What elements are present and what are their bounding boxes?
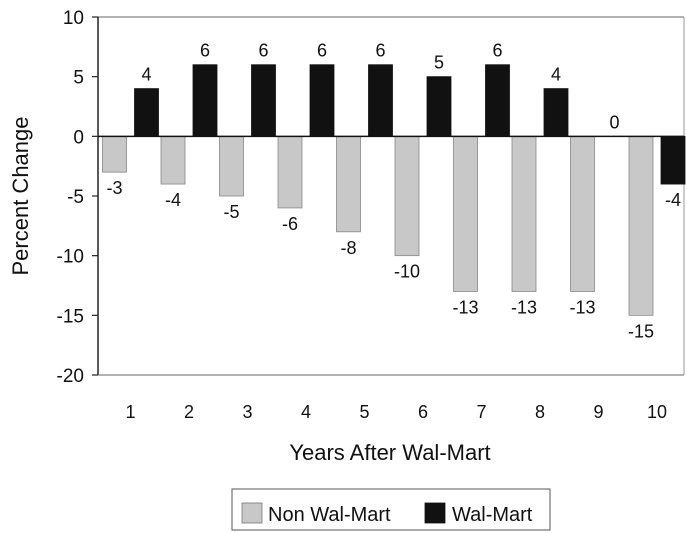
data-label: 6 xyxy=(317,41,327,61)
data-label: 5 xyxy=(434,53,444,73)
bar-wal-mart xyxy=(251,64,276,137)
x-tick-label: 6 xyxy=(418,402,428,422)
x-tick-label: 2 xyxy=(184,402,194,422)
legend-label-non-wal-mart: Non Wal-Mart xyxy=(268,504,391,526)
bar-wal-mart xyxy=(543,88,569,137)
legend-label-wal-mart: Wal-Mart xyxy=(452,504,533,526)
y-tick-label: -20 xyxy=(57,366,84,387)
bar-non-wal-mart xyxy=(394,135,420,257)
x-tick-label: 8 xyxy=(535,402,545,422)
data-label: -4 xyxy=(665,190,681,210)
bar-wal-mart xyxy=(192,64,218,137)
data-label: -8 xyxy=(340,238,356,258)
x-tick-label: 4 xyxy=(301,402,311,422)
bar-wal-mart xyxy=(426,76,452,137)
data-label: -15 xyxy=(628,321,654,341)
legend-swatch-non-wal-mart xyxy=(241,502,263,524)
y-tick-label: -5 xyxy=(67,187,84,208)
y-tick-label: 0 xyxy=(73,127,84,148)
data-label: -13 xyxy=(452,297,478,317)
data-label: -4 xyxy=(165,190,181,210)
data-label: 6 xyxy=(200,41,210,61)
x-tick-labels: 1 2 3 4 5 6 7 8 9 10 xyxy=(125,402,667,422)
data-label: 6 xyxy=(492,41,502,61)
data-label: -13 xyxy=(511,297,537,317)
data-label: 4 xyxy=(551,65,561,85)
plot-area: 10 5 0 -5 -10 -15 -20 1 2 3 4 5 6 7 8 9 10 -3 4 -4 6 -5 6 -6 6… xyxy=(57,8,686,422)
bar-non-wal-mart xyxy=(336,135,361,233)
y-tick-label: 10 xyxy=(63,8,84,29)
data-label: 6 xyxy=(258,41,268,61)
x-tick-label: 1 xyxy=(125,402,135,422)
bar-non-wal-mart xyxy=(277,135,303,209)
bar-wal-mart xyxy=(368,64,393,137)
data-label: -6 xyxy=(282,214,298,234)
y-tick-label: -10 xyxy=(57,247,84,268)
y-tick-label: 5 xyxy=(73,68,84,89)
data-label: -3 xyxy=(106,178,122,198)
bar-wal-mart xyxy=(309,64,335,137)
bar-wal-mart xyxy=(660,135,686,185)
data-label: -10 xyxy=(394,262,420,282)
legend-swatch-wal-mart xyxy=(424,502,446,524)
data-label: 6 xyxy=(375,41,385,61)
data-label: -5 xyxy=(223,202,239,222)
bars-group xyxy=(102,64,686,316)
y-axis-title: Percent Change xyxy=(8,117,33,276)
legend-frame xyxy=(231,488,551,531)
bar-non-wal-mart xyxy=(102,135,127,173)
bar-non-wal-mart xyxy=(511,135,537,292)
x-tick-label: 9 xyxy=(593,402,603,422)
x-axis-title: Years After Wal-Mart xyxy=(289,440,490,465)
x-tick-label: 5 xyxy=(359,402,369,422)
data-label: 0 xyxy=(609,112,619,132)
x-tick-label: 3 xyxy=(242,402,252,422)
bar-non-wal-mart xyxy=(453,135,478,292)
bar-non-wal-mart xyxy=(570,135,595,292)
y-tick-labels: 10 5 0 -5 -10 -15 -20 xyxy=(57,8,98,387)
legend: Non Wal-Mart Wal-Mart xyxy=(231,488,551,531)
data-labels: -3 4 -4 6 -5 6 -6 6 -8 6 -10 5 -13 6 -13 4 -13 0 -15 -4 xyxy=(106,41,681,342)
x-tick-label: 10 xyxy=(647,402,667,422)
x-tick-label: 7 xyxy=(476,402,486,422)
y-tick-label: -15 xyxy=(57,306,84,327)
bar-non-wal-mart xyxy=(219,135,244,197)
bar-non-wal-mart xyxy=(628,135,654,316)
bar-wal-mart xyxy=(134,88,159,137)
data-label: 4 xyxy=(141,65,151,85)
bar-wal-mart xyxy=(485,64,510,137)
bar-non-wal-mart xyxy=(160,135,186,185)
data-label: -13 xyxy=(569,297,595,317)
